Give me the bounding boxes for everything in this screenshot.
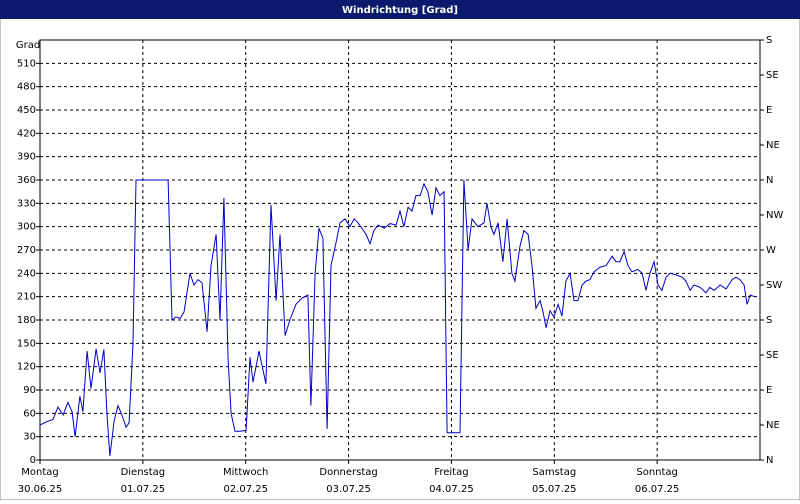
x-tick-label: Dienstag — [121, 467, 166, 478]
y2-tick-label: N — [766, 175, 773, 186]
x-tick-label: Mittwoch — [223, 467, 268, 478]
y2-tick-label: SE — [766, 350, 779, 361]
x-tick-label: 02.07.25 — [223, 484, 268, 495]
y2-tick-label: W — [766, 245, 776, 256]
y-tick-label: 90 — [23, 385, 36, 396]
x-tick-label: 03.07.25 — [326, 484, 371, 495]
y-tick-label: 390 — [17, 152, 36, 163]
title-bar — [0, 0, 800, 19]
x-tick-label: Freitag — [434, 467, 468, 478]
y2-tick-label: NW — [766, 210, 783, 221]
y2-tick-label: NE — [766, 420, 780, 431]
y2-tick-label: N — [766, 455, 773, 466]
x-tick-label: 01.07.25 — [121, 484, 166, 495]
y-tick-label: 180 — [17, 315, 36, 326]
y2-tick-label: E — [766, 105, 772, 116]
y-tick-label: 300 — [17, 222, 36, 233]
y-tick-label: 510 — [17, 58, 36, 69]
x-tick-label: Sonntag — [636, 467, 678, 478]
y2-tick-label: S — [766, 315, 772, 326]
y-tick-label: 210 — [17, 292, 36, 303]
y-tick-label: 30 — [23, 432, 36, 443]
x-tick-label: 05.07.25 — [532, 484, 577, 495]
y-tick-label: 330 — [17, 198, 36, 209]
x-tick-label: 06.07.25 — [635, 484, 680, 495]
plot-border — [39, 39, 761, 461]
y-axis-label: Grad — [16, 40, 40, 51]
data-line — [39, 179, 756, 457]
x-tick-label: 04.07.25 — [429, 484, 474, 495]
y-tick-label: 120 — [17, 362, 36, 373]
y2-tick-label: SE — [766, 70, 779, 81]
y2-tick-label: S — [766, 35, 772, 46]
x-tick-label: Donnerstag — [319, 467, 377, 478]
y2-tick-label: NE — [766, 140, 780, 151]
x-tick-label: Montag — [21, 467, 58, 478]
y-tick-label: 270 — [17, 245, 36, 256]
y-tick-label: 360 — [17, 175, 36, 186]
x-tick-label: Samstag — [532, 467, 576, 478]
y-tick-label: 60 — [23, 408, 36, 419]
y-tick-label: 150 — [17, 338, 36, 349]
x-tick-label: 30.06.25 — [18, 484, 63, 495]
y-tick-label: 240 — [17, 268, 36, 279]
y-tick-label: 450 — [17, 105, 36, 116]
y2-tick-label: E — [766, 385, 772, 396]
y-tick-label: 420 — [17, 128, 36, 139]
y2-tick-label: SW — [766, 280, 782, 291]
chart-title: Windrichtung [Grad] — [342, 5, 458, 16]
y-tick-label: 480 — [17, 82, 36, 93]
y-tick-label: 0 — [30, 455, 36, 466]
